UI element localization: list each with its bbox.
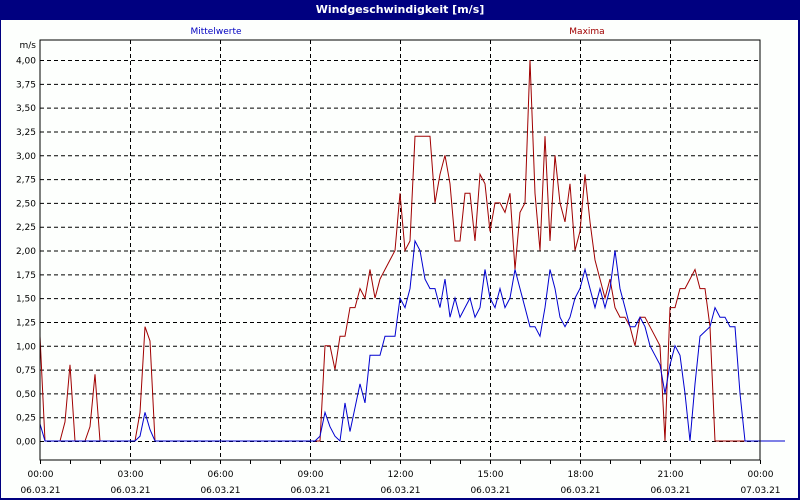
y-tick-label: 2,00 (16, 247, 36, 257)
y-axis-ticks: 0,00 0,25 0,50 0,75 1,00 1,25 1,50 1,75 2,00 2,25… (16, 57, 36, 448)
x-tick-date: 06.03.21 (470, 486, 510, 496)
x-axis-ticks: 00:00 06.03.21 03:00 06.03.21 06:00 06.03.21 0… (20, 460, 781, 496)
x-tick-time: 00:00 (28, 470, 54, 480)
y-tick-label: 2,75 (16, 176, 36, 186)
x-tick-time: 18:00 (568, 470, 594, 480)
y-tick-label: 4,00 (16, 57, 36, 67)
y-tick-label: 3,75 (16, 80, 36, 90)
y-tick-label: 1,00 (16, 342, 36, 352)
y-tick-label: 3,25 (16, 128, 36, 138)
y-tick-label: 0,00 (16, 438, 36, 448)
y-tick-label: 0,75 (16, 366, 36, 376)
y-tick-label: 1,50 (16, 295, 36, 305)
y-tick-label: 0,25 (16, 414, 36, 424)
y-tick-label: 3,00 (16, 152, 36, 162)
x-tick-time: 06:00 (208, 470, 234, 480)
y-tick-label: 2,25 (16, 223, 36, 233)
grid-lines (40, 40, 760, 460)
x-tick-date: 06.03.21 (560, 486, 600, 496)
x-tick-time: 21:00 (658, 470, 684, 480)
x-tick-date: 06.03.21 (20, 486, 60, 496)
y-tick-label: 3,50 (16, 104, 36, 114)
series-mean-line (39, 239, 785, 443)
x-tick-time: 00:00 (748, 470, 774, 480)
y-tick-label: 1,25 (16, 318, 36, 328)
x-tick-time: 09:00 (298, 470, 324, 480)
y-tick-label: 0,50 (16, 390, 36, 400)
y-tick-label: 1,75 (16, 271, 36, 281)
y-axis-unit: m/s (20, 41, 37, 51)
x-tick-date: 07.03.21 (740, 486, 780, 496)
x-tick-time: 03:00 (118, 470, 144, 480)
legend-mean: Mittelwerte (190, 27, 241, 37)
chart-frame (1, 20, 798, 498)
legend-max: Maxima (569, 27, 604, 37)
x-tick-time: 15:00 (478, 470, 504, 480)
x-tick-time: 12:00 (388, 470, 414, 480)
x-tick-date: 06.03.21 (650, 486, 690, 496)
x-tick-date: 06.03.21 (110, 486, 150, 496)
x-tick-date: 06.03.21 (290, 486, 330, 496)
x-tick-date: 06.03.21 (380, 486, 420, 496)
x-tick-date: 06.03.21 (200, 486, 240, 496)
y-tick-label: 2,50 (16, 199, 36, 209)
plot-border (39, 39, 761, 461)
window-title: Windgeschwindigkeit [m/s] (0, 0, 800, 20)
